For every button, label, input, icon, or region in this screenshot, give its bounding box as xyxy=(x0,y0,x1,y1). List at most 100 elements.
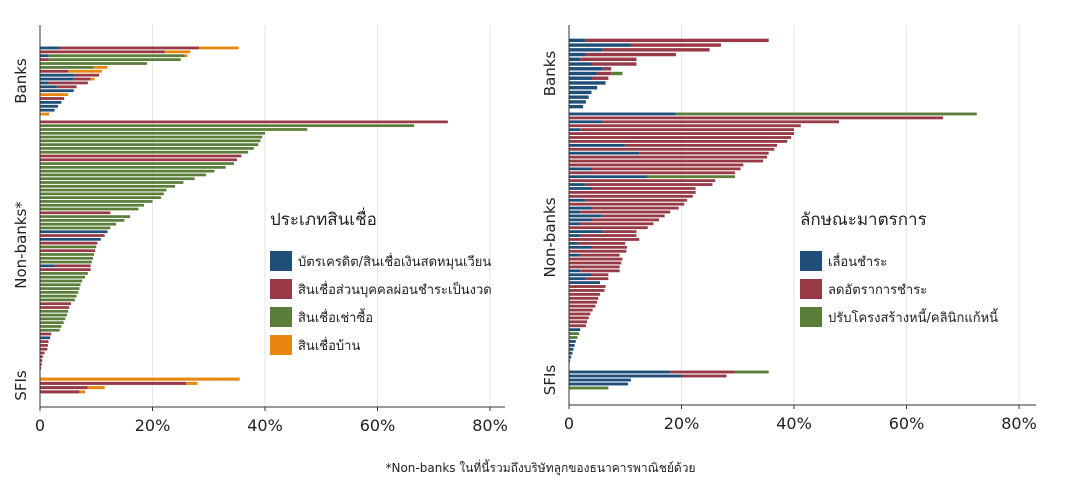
bar-red xyxy=(569,159,764,163)
bar-green xyxy=(40,287,80,290)
bar-blue xyxy=(569,269,581,273)
bar-green xyxy=(40,226,111,230)
bar-red xyxy=(580,57,637,62)
bar-blue xyxy=(569,57,581,62)
bar-green xyxy=(40,290,79,294)
legend-label: ลดอัตราการชำระ xyxy=(828,282,928,298)
bar-green xyxy=(40,328,60,332)
bar-green xyxy=(40,143,259,146)
bar-green xyxy=(40,128,308,131)
legend-item: ลดอัตราการชำระ xyxy=(800,275,998,303)
bar-blue xyxy=(40,54,49,58)
bar-blue xyxy=(40,264,55,268)
bar-blue xyxy=(40,81,49,85)
bar-blue xyxy=(569,234,581,237)
bar-blue xyxy=(40,100,62,104)
bar-red xyxy=(40,234,105,237)
bar-red xyxy=(40,58,49,62)
group-label: Non-banks xyxy=(541,197,559,277)
bar-orange xyxy=(93,65,108,69)
bar-green xyxy=(40,124,415,128)
bar-red xyxy=(591,245,627,249)
bar-blue xyxy=(569,95,589,99)
bar-red xyxy=(40,386,88,390)
bar-blue xyxy=(569,128,581,132)
bar-blue xyxy=(569,370,671,374)
bar-red xyxy=(59,46,200,50)
bar-green xyxy=(40,181,184,184)
bar-blue xyxy=(569,76,592,80)
bar-green xyxy=(40,131,265,135)
bar-green xyxy=(40,184,175,188)
bar-red xyxy=(54,264,91,268)
bar-orange xyxy=(90,77,95,81)
bar-red xyxy=(569,171,735,175)
bar-green xyxy=(40,147,254,150)
bar-blue xyxy=(569,71,598,76)
bar-orange xyxy=(199,46,239,50)
bar-red xyxy=(670,370,735,374)
chart-panel-2: Banks Non-banks SFIs 0 20% 40% 60% 80% xyxy=(541,25,1037,433)
bar-red xyxy=(639,151,769,155)
footnote: *Non-banks ในที่นี้รวมถึงบริษัทลูกของธนา… xyxy=(385,461,696,475)
legend-swatch-blue xyxy=(270,251,292,271)
bar-green xyxy=(40,62,147,65)
bar-green xyxy=(40,150,249,154)
bar-red xyxy=(40,332,52,336)
bar-green xyxy=(40,275,85,279)
bar-red xyxy=(40,120,448,124)
bar-blue xyxy=(569,351,573,355)
bar-green xyxy=(569,336,578,339)
bar-red xyxy=(569,163,744,167)
bar-blue xyxy=(40,237,101,241)
bar-red xyxy=(569,292,600,296)
bar-red xyxy=(40,351,45,355)
bar-blue xyxy=(40,104,58,108)
bar-green xyxy=(40,321,64,325)
bar-red xyxy=(40,359,43,362)
bar-green xyxy=(40,203,145,207)
bar-blue xyxy=(569,198,586,202)
bar-blue xyxy=(569,222,581,226)
bar-blue xyxy=(40,46,60,50)
bar-red xyxy=(40,302,71,306)
bar-green xyxy=(40,256,93,260)
bar-blue xyxy=(569,359,571,363)
legend-measure-type: ลักษณะมาตรการ เลื่อนชำระ ลดอัตราการชำระ … xyxy=(800,206,998,331)
bar-red xyxy=(591,167,741,171)
bar-red xyxy=(569,285,606,288)
legend-title: ลักษณะมาตรการ xyxy=(800,210,927,230)
bar-red xyxy=(569,140,788,143)
bar-red xyxy=(602,120,839,124)
bar-blue xyxy=(569,378,631,382)
group-label: SFIs xyxy=(541,365,559,396)
bar-red xyxy=(569,202,685,206)
x-tick-label: 40% xyxy=(776,414,812,433)
bar-green xyxy=(40,309,69,313)
bar-green xyxy=(569,332,580,335)
bar-red xyxy=(591,187,696,190)
bar-blue xyxy=(569,183,586,186)
bar-red xyxy=(40,241,98,245)
bar-red xyxy=(40,390,80,394)
bar-blue xyxy=(569,273,592,277)
bar-red xyxy=(580,222,654,226)
bar-red xyxy=(569,296,599,300)
legend-label: สินเชื่อบ้าน xyxy=(298,338,361,354)
bar-blue xyxy=(569,85,598,90)
bar-orange xyxy=(184,54,188,58)
bar-green xyxy=(40,135,263,139)
bar-red xyxy=(569,324,586,328)
bar-blue xyxy=(569,210,581,214)
bar-red xyxy=(569,116,944,120)
bar-orange xyxy=(40,112,49,116)
bar-green xyxy=(569,386,609,390)
bar-blue xyxy=(569,253,581,257)
bar-red xyxy=(40,97,65,100)
bar-blue xyxy=(569,120,603,124)
bar-red xyxy=(577,241,626,245)
bar-red xyxy=(569,190,696,194)
bar-blue xyxy=(40,89,74,93)
legend-item: สินเชื่อบ้าน xyxy=(270,331,492,359)
